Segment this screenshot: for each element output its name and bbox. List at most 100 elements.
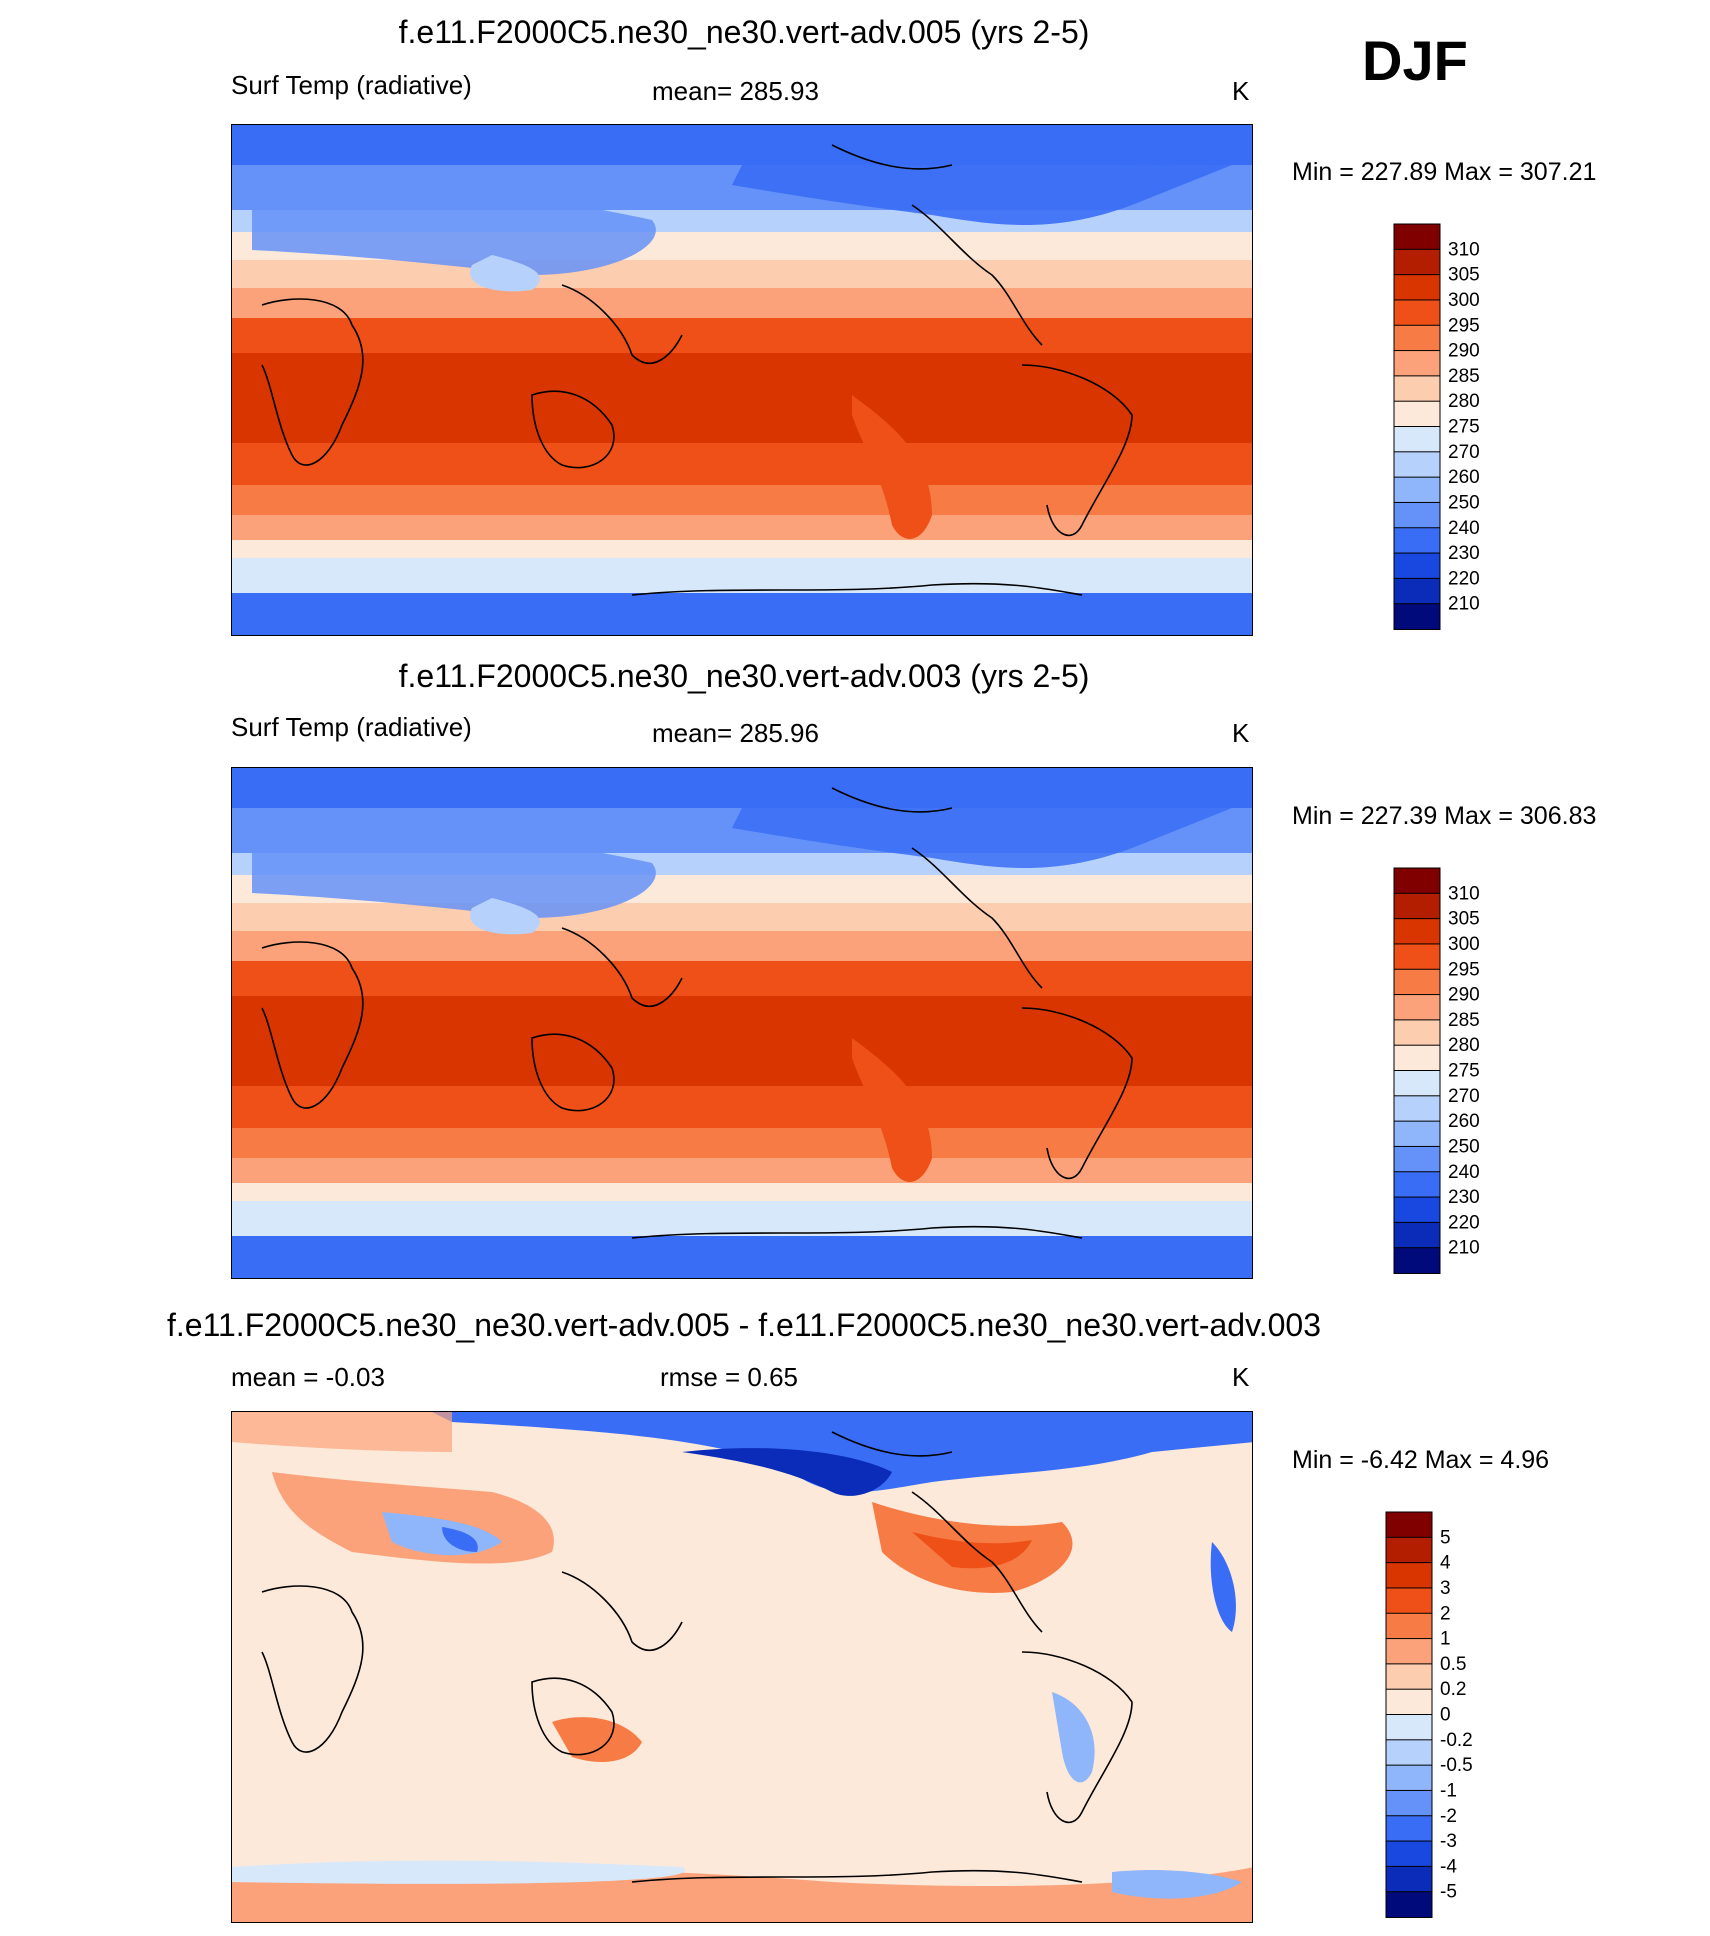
colorbar-tick-label: 0.2 (1440, 1679, 1466, 1700)
colorbar-tick-label: 230 (1448, 1187, 1480, 1208)
colorbar-tick-label: 240 (1448, 518, 1480, 539)
colorbar-tick-label: 220 (1448, 568, 1480, 589)
colorbar-tick-label: 290 (1448, 985, 1480, 1006)
colorbar-tick-label: 275 (1448, 1061, 1480, 1082)
colorbar-swatch (1393, 1247, 1441, 1275)
colorbar-tick-label: 210 (1448, 1238, 1480, 1259)
colorbar-swatch (1393, 994, 1441, 1021)
colorbar-swatch (1385, 1891, 1433, 1919)
colorbar-swatch (1385, 1865, 1433, 1893)
colorbar-tick-label: 270 (1448, 442, 1480, 463)
colorbar-tick-label: 5 (1440, 1527, 1451, 1548)
colorbar-tick-label: 290 (1448, 341, 1480, 362)
panel-1-mean-label: mean= 285.93 (652, 76, 819, 106)
colorbar-swatch (1393, 451, 1441, 479)
panel-3-map (231, 1411, 1253, 1923)
panel-2-units-label: K (1232, 718, 1250, 748)
panel-2-mean-label: mean= 285.96 (652, 718, 819, 748)
colorbar-swatch (1393, 603, 1441, 631)
colorbar-swatch (1393, 299, 1441, 327)
panel-1-units-label: K (1232, 76, 1250, 106)
colorbar-tick-label: 275 (1448, 417, 1480, 438)
colorbar-tick-label: 1 (1440, 1629, 1451, 1650)
panel-2-minmax: Min = 227.39 Max = 306.83 (1292, 802, 1597, 830)
colorbar-tick-label: 4 (1440, 1553, 1451, 1574)
colorbar-tick-label: -1 (1440, 1780, 1457, 1801)
colorbar-swatch (1393, 1196, 1441, 1224)
panel-3-rmse-label: rmse = 0.65 (660, 1362, 799, 1392)
colorbar-tick-label: 3 (1440, 1578, 1451, 1599)
panel-2-colorbar: 310 305 300 295 290 285 280 275 270 260 250 240 230 2… (1393, 867, 1514, 1283)
colorbar-swatch (1385, 1536, 1433, 1564)
colorbar-tick-label: 300 (1448, 290, 1480, 311)
panel-1-colorbar: 310 305 300 295 290 285 280 275 270 260 250 240 230 2… (1393, 223, 1514, 639)
colorbar-swatch (1385, 1764, 1433, 1792)
panel-1-temperature-field (232, 125, 1252, 635)
colorbar-swatch (1393, 1120, 1441, 1148)
colorbar-tick-label: 310 (1448, 883, 1480, 904)
colorbar-swatch (1393, 1044, 1441, 1072)
colorbar-swatch (1393, 501, 1441, 529)
colorbar-tick-label: -5 (1440, 1882, 1457, 1903)
colorbar-tick-label: 250 (1448, 492, 1480, 513)
colorbar-tick-label: 295 (1448, 315, 1480, 336)
colorbar-tick-label: 250 (1448, 1136, 1480, 1157)
colorbar-tick-label: -2 (1440, 1806, 1457, 1827)
colorbar-tick-label: 305 (1448, 909, 1480, 930)
colorbar-tick-label: 240 (1448, 1162, 1480, 1183)
colorbar-tick-label: -0.2 (1440, 1730, 1473, 1751)
panel-1-minmax: Min = 227.89 Max = 307.21 (1292, 158, 1597, 186)
colorbar-swatch (1393, 577, 1441, 605)
colorbar-swatch (1385, 1663, 1433, 1691)
colorbar-tick-label: 285 (1448, 1010, 1480, 1031)
panel-3-colorbar: 5 4 3 2 1 0.5 0.2 0 -0.2 -0.5 -1 -2 -3 -4 -5 (1385, 1511, 1516, 1927)
panel-2-title: f.e11.F2000C5.ne30_ne30.vert-adv.003 (yr… (398, 658, 1090, 694)
panel-1-title: f.e11.F2000C5.ne30_ne30.vert-adv.005 (yr… (398, 14, 1090, 50)
panel-1-colorbar-svg: 310 305 300 295 290 285 280 275 270 260 250 240 230 2… (1393, 223, 1480, 631)
panel-3-mean-label: mean = -0.03 (231, 1362, 385, 1392)
colorbar-swatch (1385, 1562, 1433, 1589)
panel-3-colorbar-svg: 5 4 3 2 1 0.5 0.2 0 -0.2 -0.5 -1 -2 -3 -4 -5 (1385, 1511, 1473, 1919)
colorbar-swatch (1393, 223, 1441, 251)
colorbar-tick-label: 260 (1448, 1111, 1480, 1132)
panel-2-map (231, 767, 1253, 1279)
colorbar-tick-label: 280 (1448, 1035, 1480, 1056)
colorbar-tick-label: 280 (1448, 391, 1480, 412)
colorbar-swatch (1393, 248, 1441, 276)
colorbar-swatch (1393, 1019, 1441, 1047)
colorbar-tick-label: 285 (1448, 366, 1480, 387)
colorbar-tick-label: 300 (1448, 934, 1480, 955)
colorbar-swatch (1385, 1739, 1433, 1767)
colorbar-swatch (1393, 426, 1441, 453)
panel-1-variable-label: Surf Temp (radiative) (231, 70, 472, 100)
panel-3-units-label: K (1232, 1362, 1250, 1392)
colorbar-tick-label: 210 (1448, 594, 1480, 615)
colorbar-tick-label: 310 (1448, 239, 1480, 260)
colorbar-tick-label: 0 (1440, 1705, 1451, 1726)
colorbar-tick-label: 305 (1448, 265, 1480, 286)
colorbar-swatch (1385, 1587, 1433, 1615)
colorbar-swatch (1393, 1095, 1441, 1123)
colorbar-swatch (1385, 1714, 1433, 1741)
panel-2-temperature-field (232, 768, 1252, 1278)
colorbar-swatch (1393, 274, 1441, 301)
colorbar-tick-label: 230 (1448, 543, 1480, 564)
colorbar-swatch (1393, 400, 1441, 428)
colorbar-swatch (1385, 1840, 1433, 1868)
colorbar-swatch (1393, 892, 1441, 920)
panel-1-map (231, 124, 1253, 636)
colorbar-tick-label: 295 (1448, 959, 1480, 980)
colorbar-tick-label: -3 (1440, 1831, 1457, 1852)
colorbar-swatch (1385, 1789, 1433, 1817)
colorbar-swatch (1393, 1070, 1441, 1097)
colorbar-swatch (1393, 375, 1441, 403)
colorbar-tick-label: 270 (1448, 1086, 1480, 1107)
colorbar-swatch (1393, 552, 1441, 580)
colorbar-tick-label: -0.5 (1440, 1755, 1473, 1776)
colorbar-swatch (1393, 324, 1441, 352)
panel-3-title: f.e11.F2000C5.ne30_ne30.vert-adv.005 - f… (167, 1307, 1321, 1343)
colorbar-tick-label: 220 (1448, 1212, 1480, 1233)
season-label: DJF (1362, 29, 1468, 92)
colorbar-swatch (1385, 1688, 1433, 1716)
colorbar-tick-label: 260 (1448, 467, 1480, 488)
